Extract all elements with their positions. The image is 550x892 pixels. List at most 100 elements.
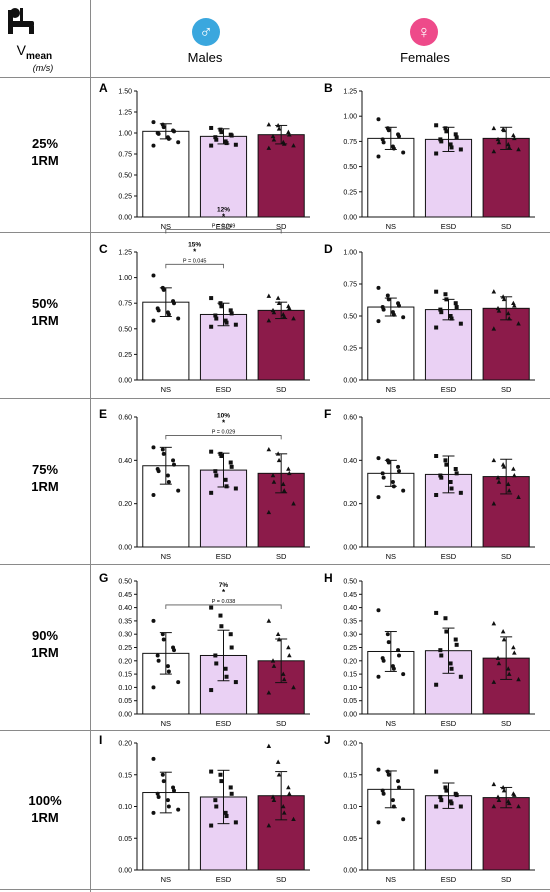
data-point [380, 788, 385, 793]
data-point [385, 293, 390, 298]
y-tick-label: 0.40 [343, 458, 357, 465]
data-point [291, 816, 296, 821]
significance-bracket [165, 263, 224, 269]
data-point [151, 756, 156, 761]
x-tick-label: SD [276, 875, 287, 884]
bar [257, 309, 305, 381]
data-point [151, 445, 156, 450]
y-tick-label: 0.30 [343, 632, 357, 639]
data-point [390, 480, 395, 484]
data-point [449, 145, 454, 150]
data-point [276, 300, 282, 305]
data-point [491, 501, 497, 506]
data-point [380, 471, 385, 476]
data-point [491, 457, 497, 463]
data-point [213, 653, 218, 658]
data-point [434, 610, 439, 615]
data-point [156, 131, 161, 136]
data-point [444, 462, 449, 467]
data-point [233, 680, 238, 685]
data-point [156, 469, 161, 474]
data-point [171, 129, 176, 134]
data-point [396, 303, 401, 308]
data-point [271, 479, 277, 484]
data-point [176, 316, 181, 321]
y-tick-label: 0.00 [343, 868, 357, 875]
data-point [434, 325, 439, 330]
data-point [516, 494, 521, 499]
x-tick-label: NS [161, 385, 171, 394]
data-point [266, 618, 272, 623]
data-point [434, 804, 439, 809]
data-point [275, 759, 281, 764]
data-point [224, 320, 229, 325]
data-point [401, 488, 406, 493]
data-point [219, 779, 224, 784]
data-point [161, 637, 166, 642]
data-point [233, 142, 238, 147]
data-point [151, 493, 156, 497]
x-tick-label: SD [501, 875, 512, 884]
x-tick-label: ESD [441, 719, 457, 728]
row-label-90-rm: 1RM [31, 645, 58, 660]
data-point [219, 304, 224, 309]
data-point [396, 653, 401, 658]
y-tick-label: 0.40 [343, 605, 357, 612]
data-point [270, 658, 276, 663]
data-point [491, 148, 497, 154]
y-tick-label: 0.50 [118, 173, 132, 180]
y-tick-label: 0.35 [118, 618, 132, 625]
data-point [453, 301, 458, 306]
row-label-75-pct: 75% [32, 462, 58, 477]
row-label-100-rm: 1RM [31, 810, 58, 825]
data-point [156, 308, 161, 313]
data-point [271, 309, 277, 315]
data-point [161, 779, 166, 784]
data-point [218, 613, 223, 618]
panel-i: I 0.00 0.05 0.10 0.15 0.20 NS ESD SD [99, 733, 310, 884]
data-point [386, 460, 391, 465]
panel-letter: J [324, 733, 331, 747]
data-point [219, 624, 224, 629]
y-tick-label: 0.25 [118, 352, 132, 359]
data-point [213, 313, 218, 318]
y-tick-label: 0.00 [118, 868, 132, 875]
panel-letter: E [99, 407, 107, 421]
data-point [233, 322, 238, 327]
y-tick-label: 0.00 [118, 712, 132, 719]
x-tick-label: SD [276, 385, 287, 394]
data-point [443, 126, 448, 131]
data-point [151, 273, 156, 278]
y-tick-label: 0.25 [343, 645, 357, 652]
data-point [281, 810, 287, 815]
data-point [214, 661, 219, 666]
y-tick-label: 0.40 [118, 458, 132, 465]
y-tick-label: 0.20 [118, 741, 132, 748]
x-tick-label: NS [161, 875, 171, 884]
data-point [396, 464, 401, 469]
x-tick-label: SD [276, 222, 287, 231]
data-point [214, 316, 219, 321]
data-point [209, 605, 214, 610]
annotation-percent: 12% [217, 206, 230, 213]
data-point [505, 141, 511, 147]
data-point [223, 318, 228, 323]
x-tick-label: ESD [216, 385, 232, 394]
data-point [386, 640, 391, 645]
data-point [266, 509, 272, 515]
data-point [439, 475, 444, 480]
y-tick-label: 0.25 [118, 645, 132, 652]
data-point [501, 296, 507, 302]
x-tick-label: SD [501, 719, 512, 728]
data-point [209, 143, 214, 148]
data-point [151, 618, 156, 623]
data-point [512, 792, 517, 797]
data-point [381, 140, 386, 145]
y-tick-label: 0.50 [343, 314, 357, 321]
x-tick-label: SD [276, 719, 287, 728]
data-point [458, 490, 463, 495]
row-label-100-pct: 100% [28, 793, 62, 808]
data-point [165, 798, 170, 803]
data-point [506, 488, 512, 493]
